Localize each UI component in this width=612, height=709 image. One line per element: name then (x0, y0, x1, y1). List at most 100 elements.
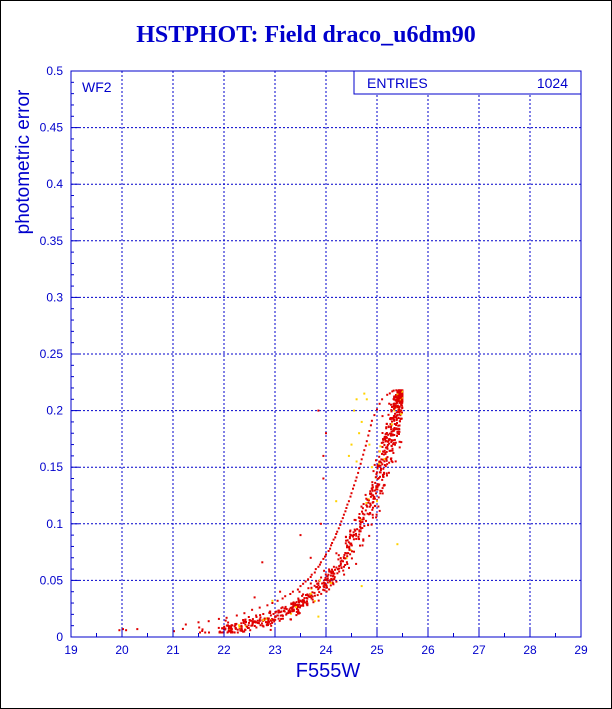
data-point (376, 500, 378, 503)
data-point (371, 481, 374, 484)
data-point (240, 627, 243, 630)
data-point (368, 499, 370, 502)
data-point (276, 599, 279, 602)
data-point (348, 545, 351, 548)
data-point (250, 619, 253, 622)
data-point (328, 580, 331, 583)
data-point (242, 619, 245, 621)
data-point (392, 404, 395, 406)
data-point (305, 596, 308, 599)
data-point (319, 561, 322, 564)
data-point (347, 500, 350, 503)
data-point (391, 447, 394, 450)
data-point (395, 389, 398, 392)
data-point (331, 542, 334, 544)
data-point (352, 531, 355, 534)
data-point (299, 606, 301, 609)
data-point (294, 602, 297, 605)
data-point (297, 597, 300, 600)
data-point (349, 549, 352, 552)
data-point (358, 467, 361, 470)
data-point (390, 441, 393, 444)
data-point (367, 513, 370, 516)
data-point (390, 426, 392, 429)
data-point (329, 570, 332, 573)
data-point (337, 554, 340, 557)
data-point (256, 619, 259, 622)
data-point (391, 434, 394, 437)
data-point (313, 571, 316, 574)
data-point (380, 441, 383, 444)
data-point (380, 458, 383, 461)
data-point (325, 590, 328, 593)
data-point (329, 574, 332, 577)
data-point (386, 447, 389, 450)
data-point (357, 516, 360, 519)
data-point (227, 630, 230, 633)
data-point (394, 406, 397, 409)
data-point (122, 628, 124, 631)
data-point (136, 628, 139, 631)
data-point (359, 519, 362, 522)
data-point (381, 492, 384, 495)
data-point (350, 534, 353, 537)
data-point (395, 424, 398, 426)
data-point (387, 471, 390, 474)
data-point (330, 544, 333, 547)
data-point (392, 417, 395, 420)
data-point (227, 621, 230, 624)
data-point (375, 473, 378, 476)
data-point (395, 417, 398, 420)
data-point (332, 582, 335, 585)
data-point (397, 427, 400, 430)
data-point (295, 606, 298, 608)
data-point (311, 595, 314, 598)
data-point (392, 452, 395, 454)
data-point (337, 558, 340, 561)
data-point (389, 417, 392, 419)
data-point (251, 608, 254, 611)
y-tick-label: 0.15 (40, 460, 64, 474)
data-point (374, 476, 377, 479)
data-point (394, 404, 397, 407)
data-point (342, 513, 345, 516)
data-point (388, 432, 391, 435)
data-point (382, 441, 385, 444)
data-point (323, 582, 326, 585)
data-point (365, 440, 368, 443)
data-point (184, 623, 187, 626)
data-point (253, 620, 256, 623)
data-point (227, 627, 230, 630)
data-point (398, 440, 401, 443)
data-point (398, 391, 401, 394)
data-point (365, 398, 368, 401)
data-point (358, 513, 361, 515)
data-point (348, 537, 351, 540)
data-point (363, 513, 366, 516)
data-point (330, 577, 333, 580)
data-point (359, 521, 362, 524)
data-point (366, 512, 369, 515)
data-point (399, 396, 402, 399)
data-point (396, 404, 399, 407)
data-point (267, 619, 270, 622)
data-point (377, 496, 380, 499)
data-point (318, 591, 321, 594)
data-point (359, 525, 362, 528)
data-point (251, 622, 254, 625)
x-tick-label: 26 (421, 643, 435, 657)
data-point (297, 599, 300, 602)
data-point (390, 409, 393, 412)
data-point (365, 504, 368, 507)
data-point (248, 621, 250, 624)
x-tick-label: 22 (217, 643, 231, 657)
data-point (376, 483, 379, 486)
data-point (297, 605, 299, 608)
data-point (181, 627, 184, 630)
data-point (393, 434, 396, 436)
data-point (378, 450, 381, 453)
data-point (250, 624, 253, 627)
data-point (391, 390, 394, 393)
data-point (317, 409, 320, 412)
data-point (292, 608, 295, 611)
